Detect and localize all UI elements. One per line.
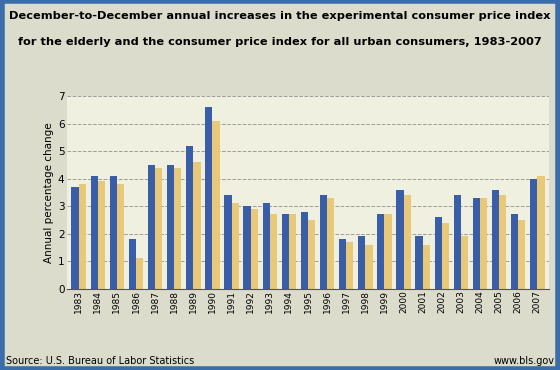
Bar bbox=[244, 206, 251, 289]
Bar bbox=[518, 220, 525, 289]
Bar bbox=[155, 168, 162, 289]
Bar bbox=[365, 245, 372, 289]
Bar bbox=[404, 195, 411, 289]
Bar bbox=[289, 214, 296, 289]
Bar bbox=[91, 176, 98, 289]
Bar bbox=[416, 236, 423, 289]
Bar bbox=[263, 204, 270, 289]
Bar bbox=[186, 146, 193, 289]
Bar bbox=[511, 214, 518, 289]
Bar bbox=[473, 198, 480, 289]
Bar bbox=[129, 239, 136, 289]
Bar bbox=[136, 258, 143, 289]
Bar bbox=[492, 190, 499, 289]
Bar bbox=[385, 214, 391, 289]
Bar bbox=[225, 195, 231, 289]
Bar bbox=[499, 195, 506, 289]
Bar bbox=[327, 198, 334, 289]
Bar bbox=[423, 245, 430, 289]
Bar bbox=[461, 236, 468, 289]
Bar bbox=[320, 195, 327, 289]
Bar bbox=[78, 184, 86, 289]
Bar bbox=[339, 239, 346, 289]
Bar bbox=[396, 190, 404, 289]
Text: www.bls.gov: www.bls.gov bbox=[493, 356, 554, 366]
Bar bbox=[174, 168, 181, 289]
Bar bbox=[148, 165, 155, 289]
Bar bbox=[480, 198, 487, 289]
Text: December-to-December annual increases in the experimental consumer price index: December-to-December annual increases in… bbox=[10, 11, 550, 21]
Bar bbox=[442, 223, 449, 289]
Bar bbox=[346, 242, 353, 289]
Bar bbox=[205, 107, 212, 289]
Text: Source: U.S. Bureau of Labor Statistics: Source: U.S. Bureau of Labor Statistics bbox=[6, 356, 194, 366]
Bar bbox=[538, 176, 544, 289]
Bar bbox=[231, 204, 239, 289]
Text: for the elderly and the consumer price index for all urban consumers, 1983-2007: for the elderly and the consumer price i… bbox=[18, 37, 542, 47]
Bar bbox=[301, 212, 308, 289]
Bar bbox=[167, 165, 174, 289]
Bar bbox=[435, 217, 442, 289]
Bar bbox=[212, 121, 220, 289]
Bar bbox=[308, 220, 315, 289]
Bar bbox=[251, 209, 258, 289]
Bar bbox=[98, 181, 105, 289]
Bar bbox=[270, 214, 277, 289]
Bar bbox=[193, 162, 200, 289]
Bar bbox=[282, 214, 289, 289]
Bar bbox=[117, 184, 124, 289]
Bar bbox=[358, 236, 365, 289]
Bar bbox=[377, 214, 385, 289]
Bar bbox=[72, 187, 78, 289]
Bar bbox=[454, 195, 461, 289]
Bar bbox=[110, 176, 117, 289]
Bar bbox=[530, 179, 538, 289]
Y-axis label: Annual percentage change: Annual percentage change bbox=[44, 122, 54, 263]
